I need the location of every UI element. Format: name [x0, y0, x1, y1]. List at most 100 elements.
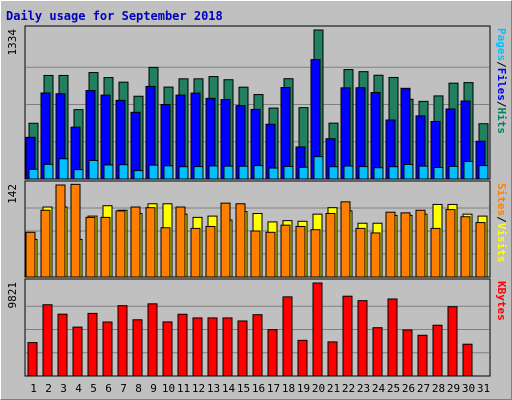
- bar-pages-26: [403, 163, 414, 180]
- bar-kbytes-30: [462, 343, 473, 377]
- bar-files-24: [370, 92, 381, 180]
- legend-entry: KBytes: [495, 281, 508, 321]
- y-max-label: 1334: [6, 29, 19, 56]
- bar-sites-26: [400, 212, 411, 278]
- bar-pages-12: [193, 166, 204, 180]
- bar-kbytes-24: [372, 327, 383, 377]
- bar-pages-2: [43, 163, 54, 180]
- bar-pages-13: [208, 165, 219, 180]
- x-tick-label: 13: [207, 382, 220, 395]
- legend-entry: /: [495, 61, 508, 68]
- x-tick-label: 21: [327, 382, 340, 395]
- bar-pages-23: [358, 166, 369, 180]
- bar-pages-20: [313, 156, 324, 180]
- bar-sites-27: [415, 209, 426, 278]
- x-tick-label: 10: [162, 382, 175, 395]
- bar-pages-1: [28, 168, 39, 180]
- panel-kbytes: 9821 KBytes: [6, 278, 508, 377]
- series-kbytes: [27, 282, 473, 377]
- bar-kbytes-20: [312, 282, 323, 377]
- bar-kbytes-21: [327, 341, 338, 377]
- series-pages: [28, 156, 489, 180]
- bar-kbytes-3: [57, 313, 68, 377]
- bar-pages-27: [418, 165, 429, 180]
- y-max-label: 142: [6, 184, 19, 204]
- panel-hits: 1334 Pages/Files/Hits: [6, 25, 508, 180]
- bar-files-23: [355, 87, 366, 180]
- x-tick-label: 5: [90, 382, 97, 395]
- bar-kbytes-14: [222, 317, 233, 377]
- x-tick-label: 7: [120, 382, 127, 395]
- bar-pages-5: [88, 159, 99, 180]
- legend-entry: Pages: [495, 28, 508, 61]
- legend-entry: Files: [495, 68, 508, 101]
- x-tick-label: 26: [402, 382, 415, 395]
- bar-sites-13: [205, 225, 216, 278]
- series-sites: [25, 183, 486, 278]
- bar-sites-3: [55, 184, 66, 278]
- bar-pages-3: [58, 158, 69, 180]
- x-tick-label: 20: [312, 382, 325, 395]
- bar-pages-8: [133, 170, 144, 180]
- legend-kbytes: KBytes: [495, 281, 508, 321]
- bar-sites-15: [235, 203, 246, 278]
- bar-pages-9: [148, 164, 159, 180]
- bar-kbytes-13: [207, 317, 218, 377]
- bar-sites-29: [445, 209, 456, 278]
- bar-sites-31: [475, 222, 486, 278]
- x-tick-label: 28: [432, 382, 445, 395]
- x-tick-label: 17: [267, 382, 280, 395]
- x-tick-label: 15: [237, 382, 250, 395]
- x-tick-label: 25: [387, 382, 400, 395]
- x-tick-label: 14: [222, 382, 236, 395]
- bar-pages-6: [103, 164, 114, 180]
- x-tick-label: 6: [105, 382, 112, 395]
- bar-sites-4: [70, 183, 81, 278]
- bar-kbytes-2: [42, 304, 53, 377]
- bar-files-8: [130, 111, 141, 180]
- x-tick-label: 12: [192, 382, 205, 395]
- bar-sites-10: [160, 227, 171, 278]
- bar-pages-19: [298, 166, 309, 180]
- bar-pages-10: [163, 165, 174, 180]
- panel-visits: 142 Sites/Visits: [6, 180, 508, 278]
- bar-kbytes-29: [447, 306, 458, 377]
- bar-kbytes-10: [162, 321, 173, 377]
- bar-sites-28: [430, 227, 441, 278]
- bar-sites-8: [130, 206, 141, 278]
- x-tick-label: 23: [357, 382, 370, 395]
- bar-pages-24: [373, 167, 384, 180]
- bar-kbytes-28: [432, 324, 443, 377]
- bar-sites-2: [40, 209, 51, 278]
- x-tick-label: 31: [477, 382, 490, 395]
- bar-pages-11: [178, 166, 189, 180]
- bar-kbytes-1: [27, 342, 38, 377]
- bar-kbytes-26: [402, 329, 413, 377]
- legend-hits: Pages/Files/Hits: [495, 28, 508, 134]
- bar-sites-20: [310, 229, 321, 278]
- bar-pages-15: [238, 165, 249, 180]
- x-tick-label: 16: [252, 382, 265, 395]
- bar-pages-16: [253, 165, 264, 180]
- bar-sites-22: [340, 201, 351, 278]
- bar-kbytes-12: [192, 317, 203, 377]
- bar-pages-25: [388, 166, 399, 180]
- bar-sites-21: [325, 213, 336, 278]
- bar-pages-31: [478, 165, 489, 180]
- bar-sites-1: [25, 231, 36, 278]
- bar-sites-30: [460, 216, 471, 278]
- x-tick-label: 1: [30, 382, 37, 395]
- bar-pages-4: [73, 169, 84, 180]
- x-tick-label: 2: [45, 382, 52, 395]
- bar-pages-7: [118, 164, 129, 180]
- x-tick-label: 8: [135, 382, 142, 395]
- legend-entry: Sites: [495, 183, 508, 216]
- legend-visits: Sites/Visits: [495, 183, 508, 263]
- legend-entry: /: [495, 101, 508, 108]
- x-tick-label: 9: [150, 382, 157, 395]
- x-tick-label: 4: [75, 382, 82, 395]
- bar-sites-11: [175, 206, 186, 278]
- x-tick-label: 30: [462, 382, 475, 395]
- bar-sites-9: [145, 207, 156, 278]
